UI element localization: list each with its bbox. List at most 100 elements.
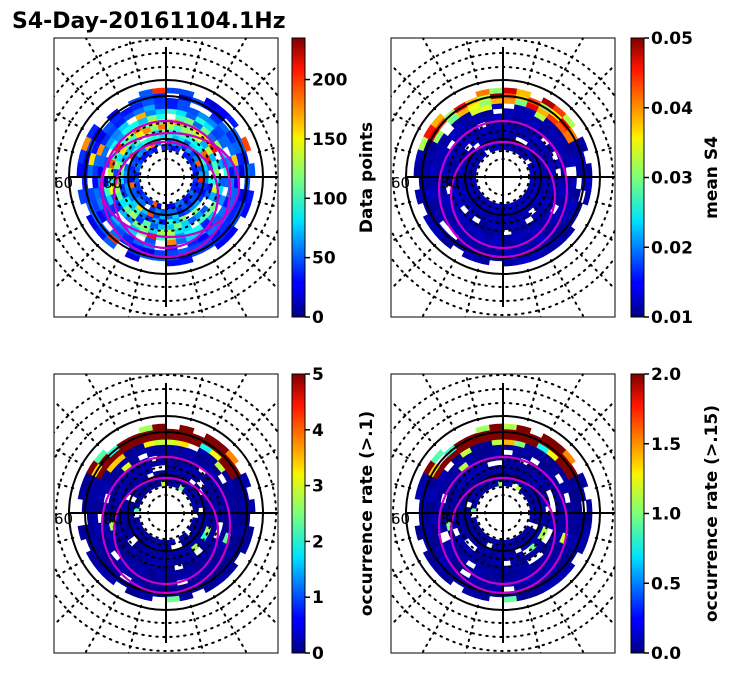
data-cell bbox=[540, 244, 556, 258]
data-cell bbox=[548, 160, 556, 170]
data-cell bbox=[151, 145, 158, 153]
lat-label-60: 60 bbox=[391, 510, 410, 528]
data-cell bbox=[199, 475, 210, 486]
data-cell bbox=[447, 150, 457, 161]
data-cell bbox=[86, 459, 99, 475]
data-cell bbox=[165, 239, 177, 246]
data-cell bbox=[196, 501, 204, 509]
data-cell bbox=[197, 111, 210, 123]
panel-occurrence-rate-01: 60 80 0 1 2 3 4 5 occurrence rate (>.1) bbox=[53, 365, 377, 664]
data-cell bbox=[423, 163, 431, 177]
data-cell bbox=[141, 555, 152, 564]
data-cell bbox=[85, 550, 99, 566]
data-cell bbox=[491, 239, 503, 246]
data-cell bbox=[183, 452, 196, 462]
data-cell bbox=[102, 235, 117, 250]
data-cell bbox=[536, 205, 547, 215]
data-cell bbox=[231, 141, 242, 155]
data-cell bbox=[100, 469, 112, 482]
data-cell bbox=[423, 499, 431, 513]
data-cell bbox=[496, 544, 503, 551]
data-cell bbox=[471, 185, 479, 192]
data-cell bbox=[572, 188, 582, 203]
latitude-circle bbox=[54, 38, 278, 316]
panel-data-points: 60 80 0 50 100 150 200 Data points bbox=[53, 37, 377, 328]
data-cell bbox=[238, 500, 246, 514]
data-cell bbox=[214, 236, 230, 250]
lat-label-80: 80 bbox=[440, 510, 459, 528]
data-cell bbox=[157, 123, 167, 130]
oval-boundary-outer bbox=[100, 455, 232, 595]
data-cell bbox=[547, 464, 559, 477]
data-cell bbox=[221, 469, 233, 483]
data-cell bbox=[446, 564, 460, 577]
data-cell bbox=[185, 111, 198, 121]
data-cell bbox=[525, 242, 539, 253]
data-cell bbox=[86, 499, 94, 513]
data-cell bbox=[209, 449, 223, 462]
data-cell bbox=[423, 459, 436, 475]
data-cell bbox=[490, 433, 504, 441]
data-cell bbox=[187, 106, 201, 117]
oval-boundary-inner bbox=[112, 140, 220, 250]
data-cell bbox=[76, 162, 84, 177]
data-cell bbox=[423, 123, 436, 139]
data-cell bbox=[450, 200, 461, 212]
data-cell bbox=[207, 468, 218, 480]
data-cell bbox=[477, 246, 492, 256]
colorbar-tick-label: 0 bbox=[312, 644, 324, 664]
data-cell bbox=[231, 199, 242, 214]
data-cell bbox=[445, 494, 453, 505]
data-cell bbox=[86, 163, 94, 177]
data-cell bbox=[215, 104, 230, 119]
data-cell bbox=[166, 108, 178, 115]
data-cell bbox=[185, 447, 198, 457]
data-cell bbox=[427, 140, 438, 155]
data-cell bbox=[438, 555, 451, 569]
data-cell bbox=[205, 561, 219, 574]
meridian-line bbox=[54, 243, 100, 291]
data-cell bbox=[520, 564, 532, 574]
data-cell bbox=[442, 194, 452, 206]
data-cell bbox=[141, 462, 152, 471]
data-cell bbox=[502, 575, 514, 582]
data-cell bbox=[113, 452, 127, 465]
data-cell bbox=[225, 546, 237, 561]
data-cell bbox=[430, 449, 445, 464]
data-cell bbox=[224, 226, 239, 241]
data-cell bbox=[441, 136, 453, 149]
data-cell bbox=[541, 145, 551, 156]
colorbar-label: occurrence rate (>.1) bbox=[357, 411, 377, 616]
latitude-circle bbox=[391, 374, 615, 652]
data-cell bbox=[465, 469, 476, 480]
crosshair bbox=[407, 47, 615, 307]
crosshair bbox=[70, 47, 278, 307]
data-cell bbox=[461, 550, 472, 561]
data-cell bbox=[131, 573, 145, 584]
data-cell bbox=[536, 218, 548, 229]
data-cell bbox=[114, 142, 124, 153]
data-cell bbox=[455, 135, 466, 146]
data-cell bbox=[439, 571, 454, 586]
data-cell bbox=[429, 500, 436, 513]
data-cell bbox=[454, 457, 467, 469]
data-cell bbox=[203, 471, 214, 483]
data-cell bbox=[93, 561, 107, 577]
data-cell bbox=[102, 456, 115, 470]
data-cell bbox=[93, 225, 107, 241]
data-cell bbox=[182, 474, 192, 483]
data-cell bbox=[177, 98, 192, 108]
data-cell bbox=[429, 176, 436, 189]
data-cell bbox=[515, 256, 531, 266]
data-cell bbox=[575, 513, 583, 527]
data-cell bbox=[518, 224, 530, 233]
data-cell bbox=[528, 166, 536, 173]
data-cell bbox=[115, 488, 124, 499]
data-cell bbox=[118, 471, 129, 482]
data-cell bbox=[118, 534, 128, 545]
data-cell bbox=[454, 121, 467, 133]
data-cell bbox=[531, 469, 541, 480]
data-cell bbox=[226, 143, 237, 157]
data-cell bbox=[110, 463, 122, 476]
data-cell bbox=[447, 112, 461, 125]
